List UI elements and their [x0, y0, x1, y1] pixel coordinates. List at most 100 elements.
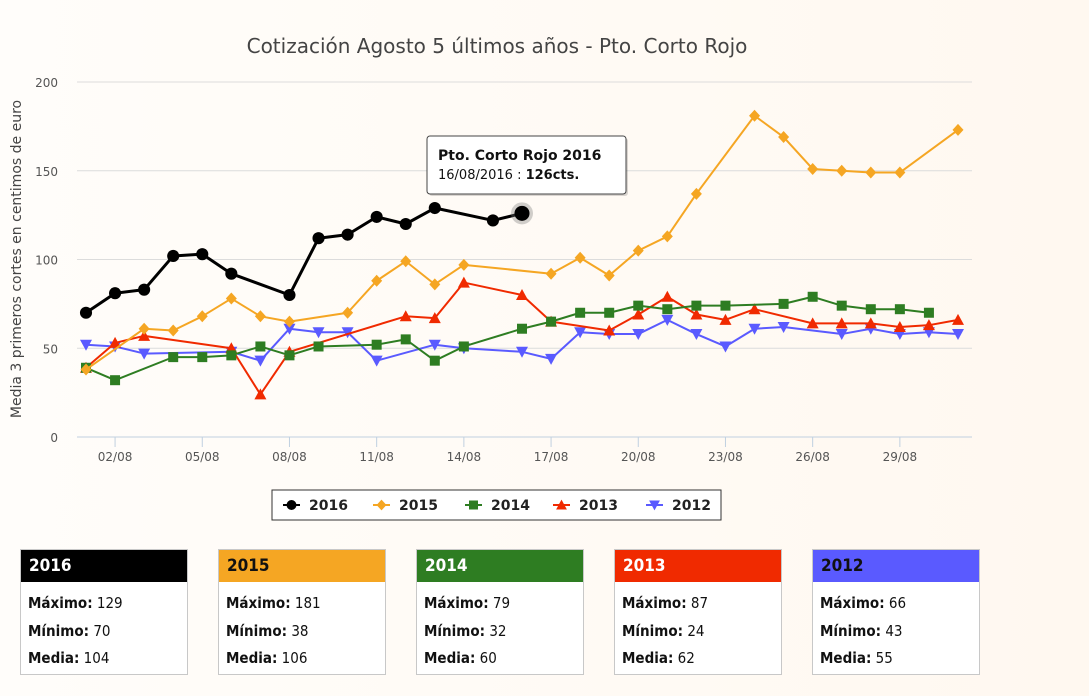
summary-mean-row: Media: 104: [28, 645, 187, 673]
summary-max-label: Máximo:: [424, 594, 489, 612]
legend-marker: [469, 500, 478, 510]
data-point: [312, 327, 325, 339]
tooltip-title: Pto. Corto Rojo 2016: [438, 148, 601, 164]
data-point: [110, 375, 121, 386]
summary-max-label: Máximo:: [820, 594, 885, 612]
summary-card-body: Máximo: 66 Mínimo: 43 Media: 55: [813, 582, 979, 673]
price-line-chart: Cotización Agosto 5 últimos años - Pto. …: [9, 34, 972, 521]
data-point: [458, 341, 469, 352]
summary-mean-row: Media: 55: [820, 645, 979, 673]
data-point: [138, 283, 151, 296]
summary-card-body: Máximo: 181 Mínimo: 38 Media: 106: [219, 582, 385, 673]
summary-card-year: 2012: [813, 550, 979, 582]
summary-card-2012: 2012 Máximo: 66 Mínimo: 43 Media: 55: [812, 549, 980, 675]
summary-card-year: 2014: [417, 550, 583, 582]
legend-item-2012: 2012: [646, 498, 711, 514]
data-point: [168, 352, 179, 363]
data-point: [952, 313, 964, 325]
data-point: [428, 339, 441, 351]
data-point: [690, 329, 703, 341]
data-point: [574, 251, 586, 264]
data-point: [690, 308, 703, 320]
series-line-2012: [85, 318, 959, 362]
summary-max-row: Máximo: 66: [820, 590, 979, 618]
data-point: [603, 269, 615, 282]
x-tick-label: 05/08: [185, 450, 220, 464]
x-tick-label: 08/08: [272, 450, 307, 464]
x-tick-label: 26/08: [795, 450, 830, 464]
data-point: [632, 244, 644, 257]
data-point: [575, 307, 586, 318]
legend-label: 2013: [579, 498, 618, 514]
data-point: [138, 329, 151, 341]
data-point: [399, 217, 412, 231]
x-tick-label: 23/08: [708, 450, 743, 464]
data-point: [952, 123, 964, 136]
data-point: [79, 306, 93, 319]
data-point: [604, 307, 615, 318]
summary-card-year: 2016: [21, 550, 187, 582]
data-point: [80, 339, 92, 351]
data-point: [486, 214, 499, 227]
data-point: [517, 323, 527, 334]
data-point: [661, 290, 674, 302]
data-point: [283, 288, 296, 302]
data-point: [255, 341, 266, 352]
x-tick-label: 29/08: [883, 450, 918, 464]
summary-min-label: Mínimo:: [28, 621, 90, 640]
legend-label: 2012: [672, 498, 711, 514]
data-point: [458, 258, 470, 271]
x-tick-label: 17/08: [534, 450, 569, 464]
data-point: [807, 162, 819, 175]
summary-mean-label: Media:: [622, 649, 674, 667]
data-point: [167, 324, 179, 337]
summary-card-2015: 2015 Máximo: 181 Mínimo: 38 Media: 106: [218, 549, 386, 675]
data-point: [546, 316, 557, 327]
summary-mean-label: Media:: [820, 649, 872, 667]
summary-max-row: Máximo: 129: [28, 590, 187, 618]
data-point: [429, 355, 440, 366]
data-point: [312, 232, 325, 245]
summary-mean-value: 55: [871, 649, 893, 667]
summary-mean-row: Media: 60: [424, 645, 583, 673]
legend-label: 2015: [399, 498, 438, 514]
summary-mean-row: Media: 62: [622, 645, 781, 673]
legend-marker: [556, 499, 567, 510]
data-point: [835, 329, 848, 341]
summary-min-row: Mínimo: 24: [622, 618, 781, 646]
data-point: [254, 355, 267, 367]
data-point: [894, 304, 905, 315]
summary-min-value: 32: [485, 621, 507, 640]
legend-item-2014: 2014: [465, 498, 530, 514]
summary-min-label: Mínimo:: [820, 621, 882, 640]
summary-min-value: 24: [683, 621, 705, 640]
summary-card-2014: 2014 Máximo: 79 Mínimo: 32 Media: 60: [416, 549, 584, 675]
data-point: [400, 334, 411, 345]
chart-title: Cotización Agosto 5 últimos años - Pto. …: [247, 34, 748, 58]
data-point: [226, 350, 237, 361]
summary-max-row: Máximo: 181: [226, 590, 385, 618]
data-point: [662, 304, 673, 315]
data-point: [952, 329, 964, 341]
data-point: [574, 327, 587, 339]
data-point: [777, 321, 790, 333]
axes: 0 50 100 150 200 02/08 05/08 08/08 11/08 14/08 17/…: [35, 76, 972, 464]
data-point: [138, 322, 150, 335]
data-point: [836, 164, 848, 177]
data-point: [691, 300, 702, 311]
y-tick-label: 50: [43, 342, 58, 356]
summary-card-body: Máximo: 87 Mínimo: 24 Media: 62: [615, 582, 781, 673]
y-tick-label: 200: [35, 76, 58, 90]
data-point: [284, 350, 295, 361]
summary-min-value: 43: [881, 621, 903, 640]
tooltip-box: [426, 135, 627, 195]
data-point: [109, 336, 122, 348]
data-point: [806, 317, 819, 329]
data-point: [545, 267, 557, 280]
summary-max-label: Máximo:: [226, 594, 291, 612]
tooltip-detail: 16/08/2016 : 126cts.: [438, 168, 579, 183]
summary-min-row: Mínimo: 43: [820, 618, 979, 646]
data-point: [109, 287, 122, 300]
summary-min-row: Mínimo: 38: [226, 618, 385, 646]
data-point: [864, 317, 877, 329]
